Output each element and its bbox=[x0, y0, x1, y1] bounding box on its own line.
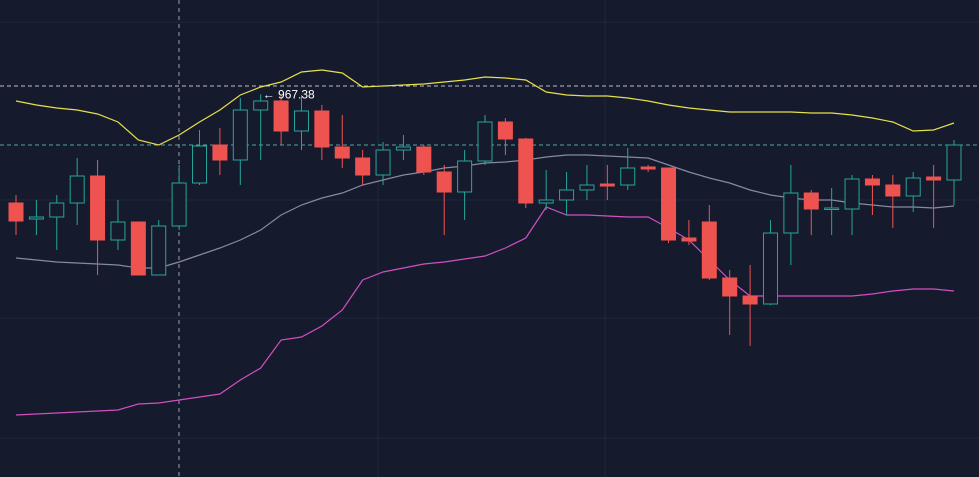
candle-body bbox=[701, 221, 717, 279]
candle-body bbox=[151, 225, 167, 276]
candle-body bbox=[824, 207, 840, 210]
annotation: ← 967.38 bbox=[263, 87, 315, 101]
candle-body bbox=[375, 149, 391, 176]
candle-body bbox=[334, 146, 350, 159]
candle-body bbox=[436, 171, 452, 193]
candle-body bbox=[49, 202, 65, 218]
candle-body bbox=[416, 146, 432, 173]
candle-body bbox=[803, 192, 819, 210]
candle-body bbox=[457, 160, 473, 193]
candle-body bbox=[314, 110, 330, 148]
candle-body bbox=[661, 167, 677, 241]
candle-body bbox=[599, 183, 615, 187]
candle-body bbox=[742, 295, 758, 305]
candle-body bbox=[28, 216, 44, 220]
candle-body bbox=[293, 110, 309, 132]
candle-body bbox=[518, 138, 534, 204]
candle-body bbox=[640, 166, 656, 170]
candle-body bbox=[477, 121, 493, 162]
candle-body bbox=[90, 175, 106, 241]
candle-body bbox=[926, 176, 942, 181]
band-line bbox=[15, 69, 955, 146]
candle-body bbox=[579, 184, 595, 191]
candle-body bbox=[559, 189, 575, 201]
band-line bbox=[15, 206, 955, 416]
candle-body bbox=[905, 177, 921, 197]
candle-body bbox=[355, 157, 371, 176]
candle-body bbox=[130, 221, 146, 276]
candle-body bbox=[538, 199, 554, 204]
candle-body bbox=[783, 192, 799, 234]
candle-body bbox=[273, 100, 289, 132]
candle-body bbox=[395, 146, 411, 151]
candle-body bbox=[253, 100, 269, 111]
plot: ← 967.38 bbox=[8, 69, 962, 416]
candle-body bbox=[681, 237, 697, 242]
candle-body bbox=[946, 144, 962, 181]
candle-body bbox=[110, 221, 126, 241]
candle-body bbox=[844, 178, 860, 210]
candle-body bbox=[69, 175, 85, 204]
candle-body bbox=[212, 144, 228, 161]
candle-body bbox=[171, 182, 187, 227]
candle-body bbox=[8, 202, 24, 222]
candle-body bbox=[497, 121, 513, 140]
candle-body bbox=[620, 167, 636, 186]
candle-body bbox=[864, 178, 880, 186]
candle-body bbox=[885, 184, 901, 197]
candle-body bbox=[762, 232, 778, 305]
candle-body bbox=[192, 145, 208, 184]
candle-body bbox=[722, 277, 738, 297]
candle-body bbox=[232, 109, 248, 161]
